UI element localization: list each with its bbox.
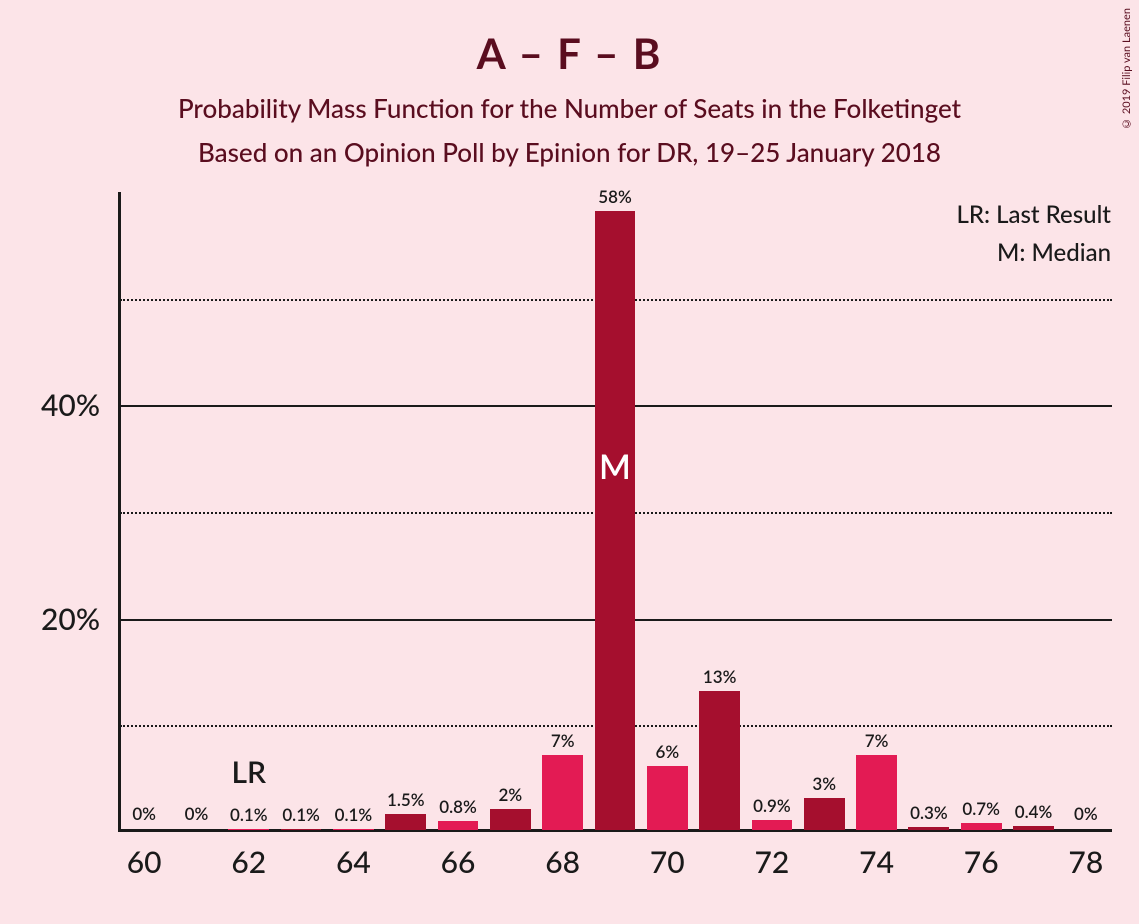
chart-subtitle-1: Probability Mass Function for the Number… (0, 92, 1139, 124)
bar-label-seat-78: 0% (1074, 803, 1098, 824)
bar-label-seat-76: 0.7% (962, 798, 1000, 819)
x-tick-label: 72 (755, 844, 790, 880)
copyright-text: © 2019 Filip van Laenen (1120, 8, 1133, 130)
y-tick-label: 40% (22, 387, 112, 423)
bar-seat-66: 0.8% (438, 821, 479, 830)
bar-label-seat-74: 7% (865, 730, 889, 751)
x-tick-label: 76 (964, 844, 999, 880)
bar-label-seat-67: 2% (499, 784, 523, 805)
bar-seat-71: 13% (699, 691, 740, 830)
bar-label-seat-60: 0% (132, 803, 156, 824)
bar-seat-74: 7% (856, 755, 897, 830)
bar-label-seat-61: 0% (185, 803, 209, 824)
x-tick-label: 70 (650, 844, 685, 880)
bar-label-seat-62: 0.1% (230, 804, 268, 825)
median-marker: M (599, 446, 631, 487)
bar-label-seat-65: 1.5% (387, 789, 425, 810)
bar-seat-72: 0.9% (752, 820, 793, 830)
x-tick-label: 60 (127, 844, 162, 880)
bar-seat-62: 0.1% (228, 829, 269, 830)
bar-label-seat-72: 0.9% (753, 795, 791, 816)
bar-seat-64: 0.1% (333, 829, 374, 830)
chart-subtitle-2: Based on an Opinion Poll by Epinion for … (0, 136, 1139, 168)
chart-plot-area: 20%40%606264666870727476780%0%0.1%0.1%0.… (118, 192, 1112, 832)
y-tick-label: 20% (22, 601, 112, 637)
bar-label-seat-63: 0.1% (282, 804, 320, 825)
bar-seat-70: 6% (647, 766, 688, 830)
bar-seat-65: 1.5% (385, 814, 426, 830)
lr-marker: LR (232, 754, 267, 790)
chart-title: A – F – B (0, 0, 1139, 78)
x-tick-label: 66 (441, 844, 476, 880)
bar-seat-75: 0.3% (908, 827, 949, 830)
x-tick-label: 78 (1068, 844, 1103, 880)
bar-label-seat-69: 58% (598, 186, 632, 207)
bar-label-seat-68: 7% (551, 730, 575, 751)
x-tick-label: 68 (545, 844, 580, 880)
bar-label-seat-75: 0.3% (910, 802, 948, 823)
bar-label-seat-64: 0.1% (335, 804, 373, 825)
bar-label-seat-70: 6% (655, 741, 679, 762)
bar-seat-67: 2% (490, 809, 531, 830)
x-tick-label: 74 (859, 844, 894, 880)
bar-seat-69: 58%M (595, 211, 636, 830)
x-tick-label: 62 (231, 844, 266, 880)
bar-seat-77: 0.4% (1013, 826, 1054, 830)
bar-label-seat-77: 0.4% (1015, 801, 1053, 822)
title-block: A – F – B Probability Mass Function for … (0, 0, 1139, 168)
bar-seat-63: 0.1% (281, 829, 322, 830)
bar-label-seat-73: 3% (812, 773, 836, 794)
bar-label-seat-71: 13% (703, 666, 737, 687)
bar-seat-76: 0.7% (961, 823, 1002, 830)
bar-seat-68: 7% (542, 755, 583, 830)
x-tick-label: 64 (336, 844, 371, 880)
bar-label-seat-66: 0.8% (439, 796, 477, 817)
bar-seat-73: 3% (804, 798, 845, 830)
